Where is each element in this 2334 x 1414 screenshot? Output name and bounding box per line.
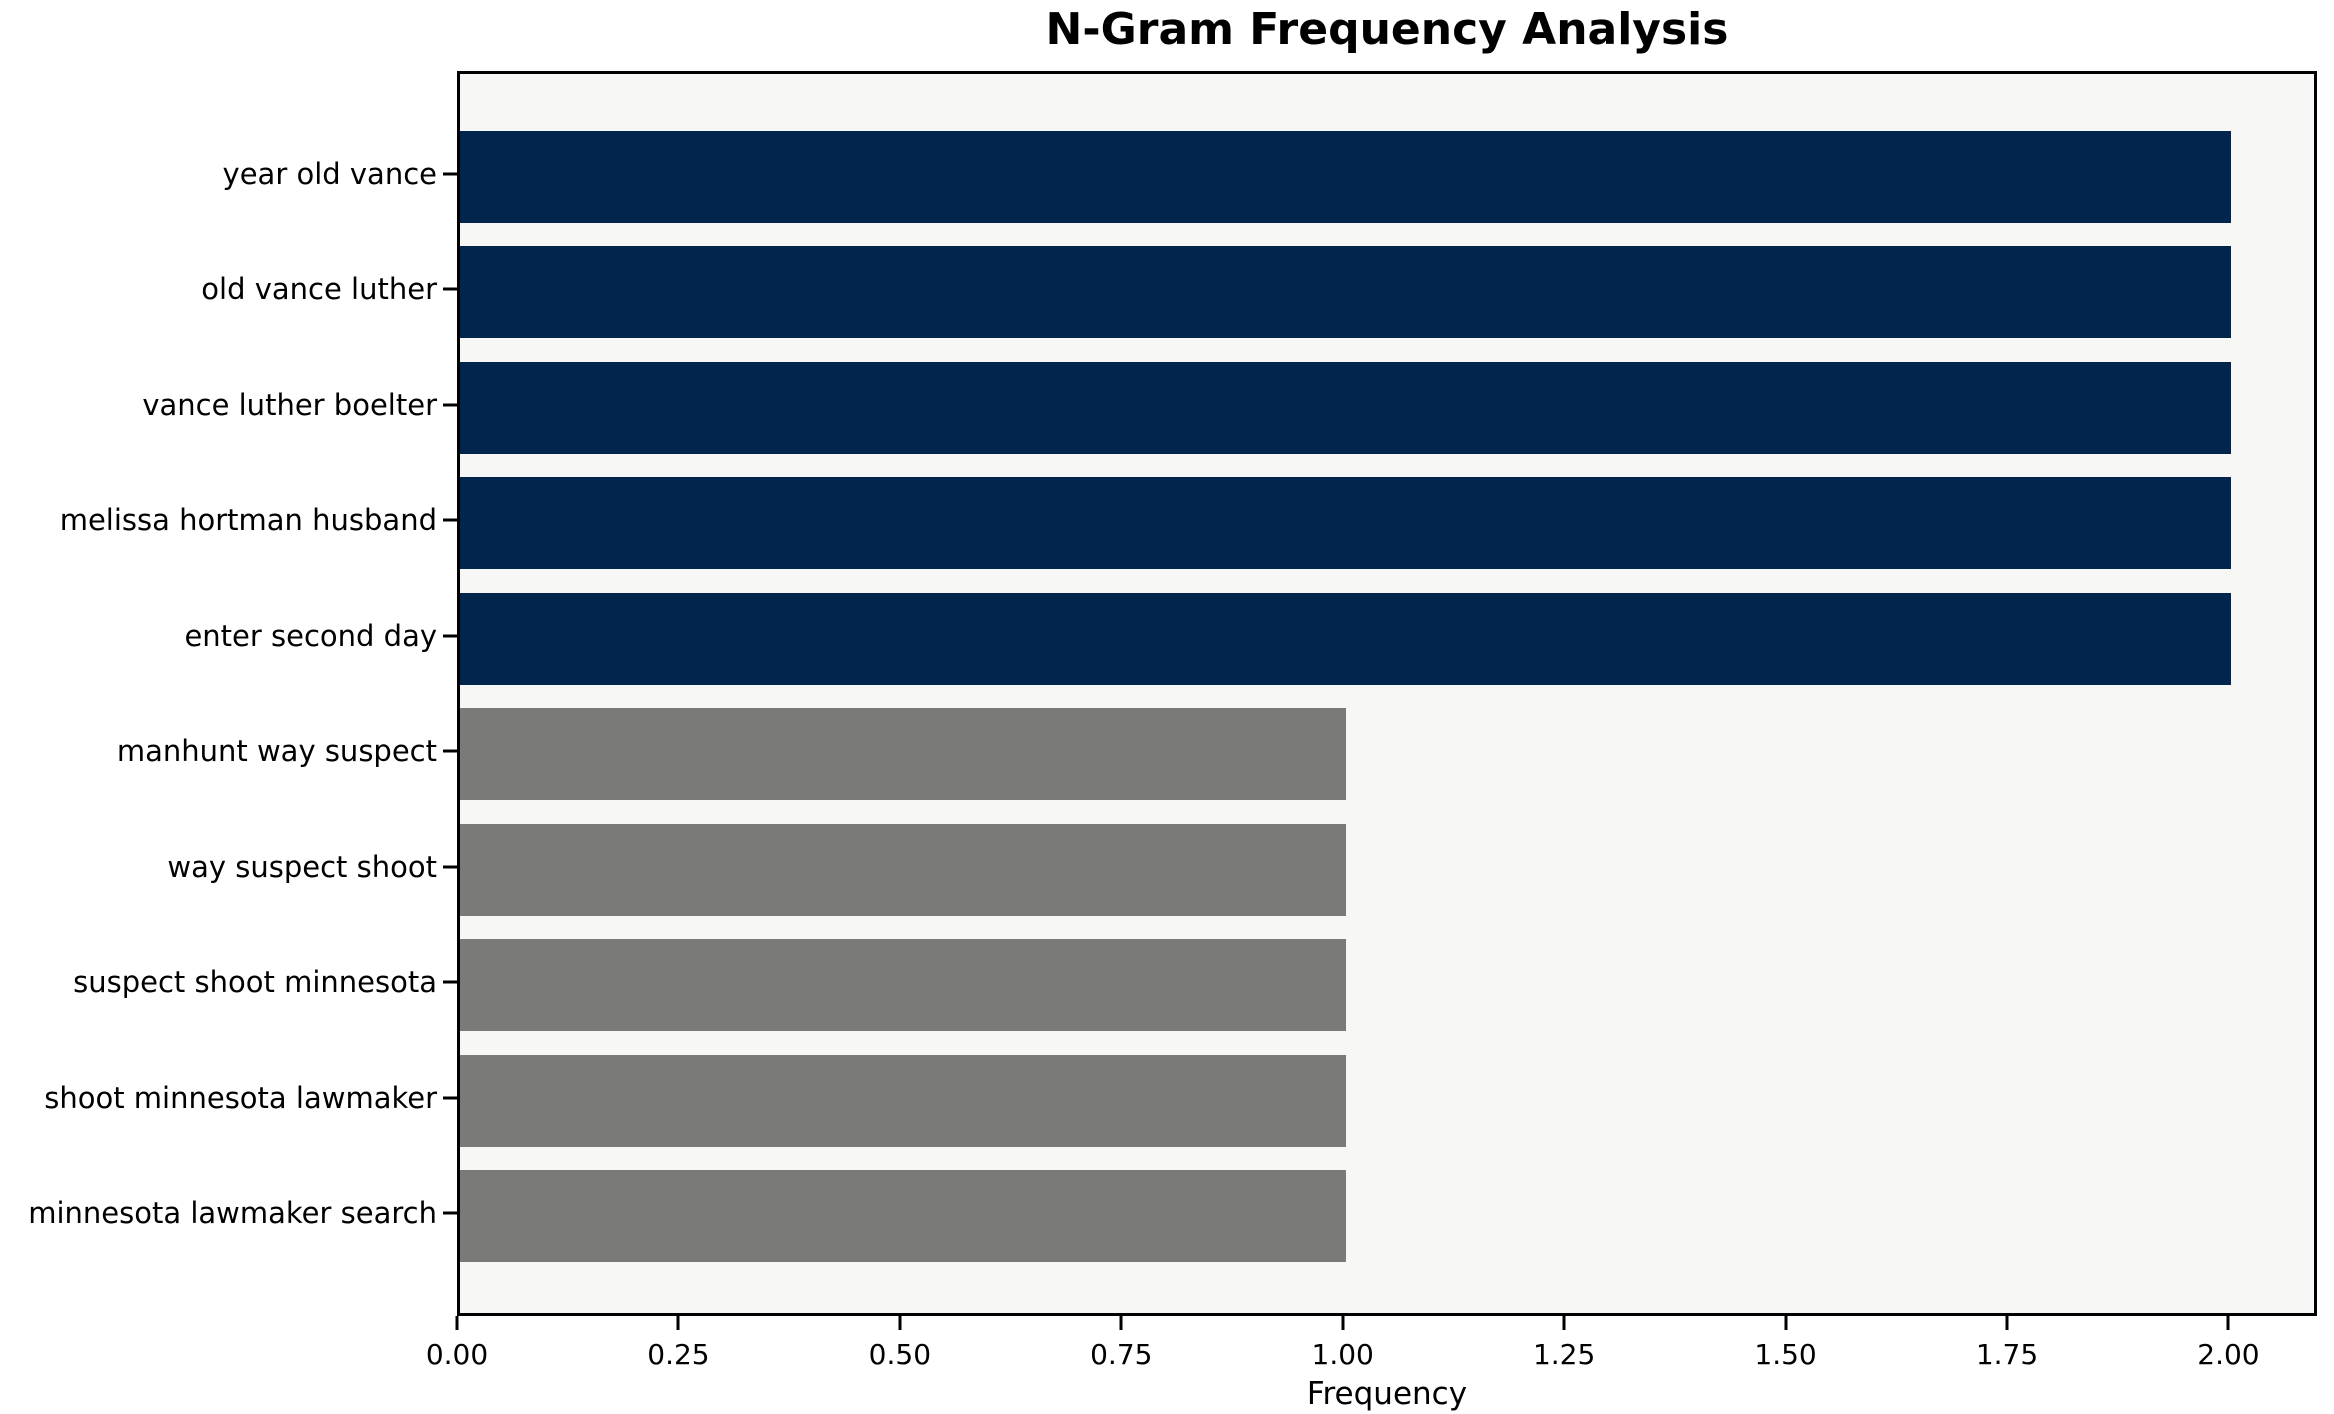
bar-shoot-minnesota-lawmaker	[460, 1054, 1346, 1147]
bar-old-vance-luther	[460, 246, 2232, 339]
plot-area	[457, 71, 2317, 1316]
y-tick-mark	[443, 1211, 457, 1215]
y-tick-mark	[443, 287, 457, 291]
y-tick-mark	[443, 518, 457, 522]
x-tick-label-0.75: 0.75	[1090, 1338, 1153, 1371]
x-tick-mark	[1119, 1316, 1123, 1330]
bar-enter-second-day	[460, 592, 2232, 685]
bar-minnesota-lawmaker-search	[460, 1170, 1346, 1263]
bar-vance-luther-boelter	[460, 361, 2232, 454]
y-tick-label-suspect-shoot-minnesota: suspect shoot minnesota	[73, 965, 437, 1000]
bar-year-old-vance	[460, 130, 2232, 223]
x-tick-label-1.75: 1.75	[1975, 1338, 2039, 1371]
y-tick-mark	[443, 634, 457, 638]
y-tick-label-shoot-minnesota-lawmaker: shoot minnesota lawmaker	[44, 1080, 437, 1115]
y-tick-label-minnesota-lawmaker-search: minnesota lawmaker search	[28, 1196, 437, 1231]
x-tick-mark	[1562, 1316, 1566, 1330]
x-tick-label-1.25: 1.25	[1532, 1338, 1596, 1371]
x-tick-label-0.50: 0.50	[868, 1338, 932, 1371]
y-tick-label-manhunt-way-suspect: manhunt way suspect	[116, 734, 437, 769]
x-tick-label-2.00: 2.00	[2197, 1338, 2260, 1371]
x-tick-mark	[676, 1316, 680, 1330]
y-tick-mark	[443, 172, 457, 176]
x-tick-label-0.25: 0.25	[647, 1338, 710, 1371]
y-tick-label-year-old-vance: year old vance	[222, 156, 437, 191]
y-tick-label-enter-second-day: enter second day	[184, 618, 437, 653]
y-tick-mark	[443, 1096, 457, 1100]
y-tick-label-old-vance-luther: old vance luther	[201, 272, 437, 307]
x-tick-mark	[2226, 1316, 2230, 1330]
x-tick-mark	[1341, 1316, 1345, 1330]
x-tick-label-1.50: 1.50	[1754, 1338, 1817, 1371]
y-tick-label-vance-luther-boelter: vance luther boelter	[142, 387, 437, 422]
y-tick-mark	[443, 749, 457, 753]
x-tick-mark	[898, 1316, 902, 1330]
y-tick-label-melissa-hortman-husband: melissa hortman husband	[59, 503, 437, 538]
x-tick-mark	[455, 1316, 459, 1330]
y-tick-mark	[443, 403, 457, 407]
y-tick-mark	[443, 980, 457, 984]
y-tick-label-way-suspect-shoot: way suspect shoot	[167, 849, 437, 884]
x-tick-label-1.00: 1.00	[1311, 1338, 1374, 1371]
x-tick-mark	[2005, 1316, 2009, 1330]
bar-way-suspect-shoot	[460, 823, 1346, 916]
y-tick-mark	[443, 865, 457, 869]
x-axis-label: Frequency	[1306, 1376, 1468, 1412]
x-tick-mark	[1784, 1316, 1788, 1330]
bar-melissa-hortman-husband	[460, 477, 2232, 570]
bar-manhunt-way-suspect	[460, 708, 1346, 801]
bar-suspect-shoot-minnesota	[460, 939, 1346, 1032]
chart-title: N-Gram Frequency Analysis	[1045, 4, 1729, 55]
x-tick-label-0.00: 0.00	[425, 1338, 489, 1371]
